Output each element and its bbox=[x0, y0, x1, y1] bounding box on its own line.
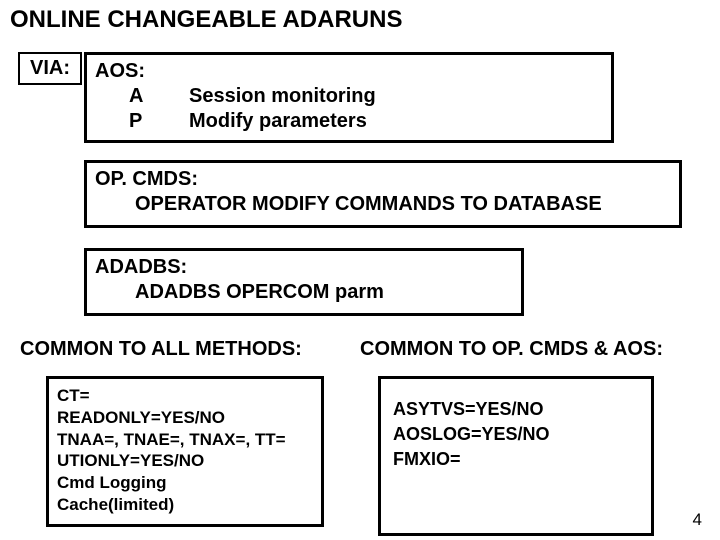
aos-text-p: Modify parameters bbox=[189, 109, 367, 134]
opcmds-header: OP. CMDS: bbox=[95, 167, 671, 192]
page-number: 4 bbox=[693, 510, 702, 530]
page-title: ONLINE CHANGEABLE ADARUNS bbox=[10, 6, 402, 34]
common-op-heading: COMMON TO OP. CMDS & AOS: bbox=[360, 338, 663, 361]
common-all-heading: COMMON TO ALL METHODS: bbox=[20, 338, 302, 361]
aos-text-a: Session monitoring bbox=[189, 84, 376, 109]
aos-row: P Modify parameters bbox=[95, 109, 603, 134]
common-all-line: UTIONLY=YES/NO bbox=[57, 450, 315, 472]
common-op-line: AOSLOG=YES/NO bbox=[393, 422, 645, 447]
common-op-line: FMXIO= bbox=[393, 447, 645, 472]
common-op-line: ASYTVS=YES/NO bbox=[393, 397, 645, 422]
common-all-line: TNAA=, TNAE=, TNAX=, TT= bbox=[57, 429, 315, 451]
aos-letter-a: A bbox=[95, 84, 189, 109]
via-label-box: VIA: bbox=[18, 52, 82, 85]
opcmds-box: OP. CMDS: OPERATOR MODIFY COMMANDS TO DA… bbox=[84, 160, 682, 228]
common-all-line: Cache(limited) bbox=[57, 494, 315, 516]
adadbs-header: ADADBS: bbox=[95, 255, 513, 280]
common-op-box: ASYTVS=YES/NO AOSLOG=YES/NO FMXIO= bbox=[378, 376, 654, 536]
adadbs-box: ADADBS: ADADBS OPERCOM parm bbox=[84, 248, 524, 316]
opcmds-line: OPERATOR MODIFY COMMANDS TO DATABASE bbox=[95, 192, 671, 217]
adadbs-line: ADADBS OPERCOM parm bbox=[95, 280, 513, 305]
common-all-line: Cmd Logging bbox=[57, 472, 315, 494]
aos-letter-p: P bbox=[95, 109, 189, 134]
aos-header: AOS: bbox=[95, 59, 603, 84]
common-all-box: CT= READONLY=YES/NO TNAA=, TNAE=, TNAX=,… bbox=[46, 376, 324, 527]
common-all-line: CT= bbox=[57, 385, 315, 407]
common-all-line: READONLY=YES/NO bbox=[57, 407, 315, 429]
via-label: VIA: bbox=[30, 57, 70, 79]
aos-row: A Session monitoring bbox=[95, 84, 603, 109]
aos-box: AOS: A Session monitoring P Modify param… bbox=[84, 52, 614, 143]
